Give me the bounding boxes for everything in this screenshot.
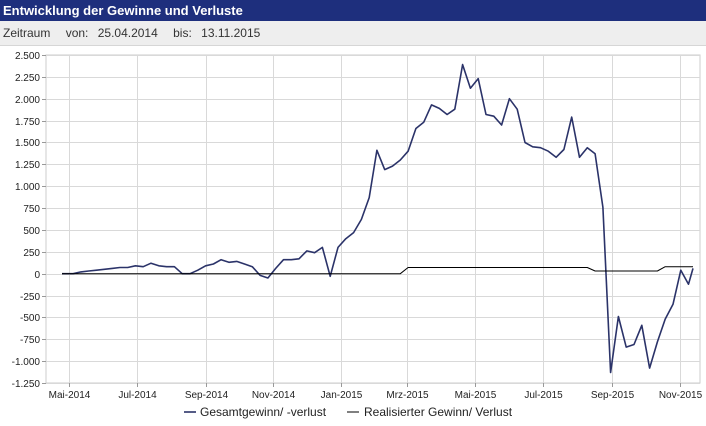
y-tick-label: -1.000 — [12, 357, 41, 368]
series-line-gesamt — [62, 63, 694, 374]
y-tick-label: -250 — [20, 292, 40, 303]
legend: Gesamtgewinn/ -verlust Realisierter Gewi… — [184, 405, 513, 419]
y-tick-label: 1.500 — [15, 138, 40, 149]
plot-border — [45, 54, 701, 384]
y-tick-label: 500 — [23, 226, 40, 237]
x-tick-label: Mai-2014 — [49, 390, 91, 401]
legend-label-gesamt: Gesamtgewinn/ -verlust — [200, 405, 327, 419]
legend-label-realisiert: Realisierter Gewinn/ Verlust — [364, 405, 513, 419]
x-tick-label: Sep-2014 — [185, 390, 229, 401]
y-tick-label: 1.250 — [15, 160, 40, 171]
x-tick-label: Sep-2015 — [591, 390, 635, 401]
y-tick-label: -500 — [20, 313, 40, 324]
x-tick-label: Mrz-2015 — [386, 390, 429, 401]
to-label: bis: — [173, 26, 192, 40]
y-tick-label: 0 — [34, 270, 40, 281]
x-tick-label: Jul-2015 — [524, 390, 563, 401]
chart-title: Entwicklung der Gewinne und Verluste — [3, 3, 243, 18]
period-label: Zeitraum — [3, 26, 51, 40]
y-tick-label: 2.250 — [15, 73, 40, 84]
y-tick-label: 1.000 — [15, 182, 40, 193]
series-layer — [62, 63, 694, 374]
y-tick-label: 2.500 — [15, 51, 40, 62]
from-label: von: — [65, 26, 89, 40]
to-date: 13.11.2015 — [201, 26, 261, 40]
x-tick-label: Jul-2014 — [118, 390, 157, 401]
x-tick-label: Jan-2015 — [321, 390, 363, 401]
period-bar: Zeitraum von: 25.04.2014 bis: 13.11.2015 — [0, 21, 706, 46]
axis-layer: -1.250 -1.000 -750 -500 -250 0 250 500 750 1.000 1… — [12, 51, 703, 401]
y-tick-label: 2.000 — [15, 95, 40, 106]
x-tick-label: Mai-2015 — [455, 390, 497, 401]
y-tick-label: -750 — [20, 335, 40, 346]
series-line-realisiert — [62, 266, 693, 275]
grid-layer — [45, 54, 701, 384]
x-tick-label: Nov-2014 — [252, 390, 296, 401]
y-tick-label: 750 — [23, 204, 40, 215]
y-tick-label: 1.750 — [15, 117, 40, 128]
y-tick-label: 250 — [23, 248, 40, 259]
from-date: 25.04.2014 — [97, 26, 158, 40]
x-tick-label: Nov-2015 — [659, 390, 703, 401]
y-tick-label: -1.250 — [12, 379, 41, 390]
panel-header: Entwicklung der Gewinne und Verluste — [0, 0, 706, 21]
line-chart: -1.250 -1.000 -750 -500 -250 0 250 500 750 1.000 1… — [12, 51, 703, 419]
